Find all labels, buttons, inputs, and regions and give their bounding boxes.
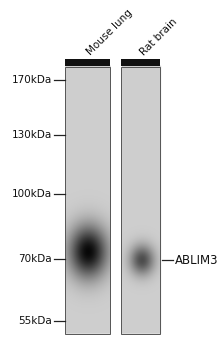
Text: Rat brain: Rat brain: [139, 16, 179, 57]
Text: 100kDa: 100kDa: [12, 189, 52, 199]
Text: ABLIM3: ABLIM3: [175, 254, 218, 267]
Bar: [121, 59, 160, 66]
Text: 130kDa: 130kDa: [12, 130, 52, 140]
Bar: [121, 67, 160, 335]
Text: 170kDa: 170kDa: [12, 75, 52, 85]
Bar: [65, 59, 110, 66]
Text: Mouse lung: Mouse lung: [85, 8, 135, 57]
Text: 70kDa: 70kDa: [18, 253, 52, 264]
Text: 55kDa: 55kDa: [18, 316, 52, 326]
Bar: [65, 67, 110, 335]
